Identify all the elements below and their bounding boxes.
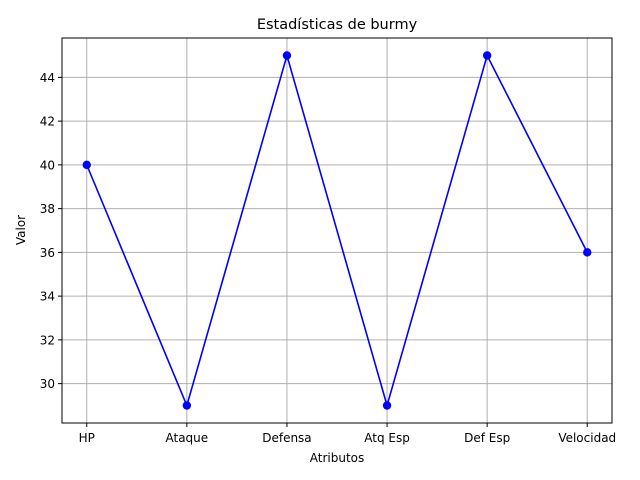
x-tick-label: Ataque (166, 431, 209, 445)
y-tick-label: 34 (40, 290, 55, 304)
x-tick-label: Defensa (262, 431, 311, 445)
data-point-defensa (282, 51, 292, 60)
chart-title: Estadísticas de burmy (257, 17, 418, 33)
data-point-ataque (182, 401, 192, 410)
y-axis-label: Valor (14, 215, 28, 245)
y-tick-label: 30 (40, 377, 55, 391)
data-series (82, 51, 592, 410)
y-tick-label: 36 (40, 246, 55, 260)
x-axis-label: Atributos (310, 451, 365, 465)
series-line (86, 52, 588, 409)
x-tick-label: Atq Esp (364, 431, 410, 445)
plot-area-frame (61, 37, 613, 424)
x-tick-label: Def Esp (464, 431, 510, 445)
data-point-def-esp (482, 51, 492, 60)
y-tick-label: 38 (40, 202, 55, 216)
y-tick-label: 40 (40, 158, 55, 172)
y-tick-label: 32 (40, 333, 55, 347)
y-tick-label: 44 (40, 71, 55, 85)
x-tick-label: Velocidad (558, 431, 616, 445)
data-point-hp (82, 160, 91, 170)
axis-ticks: HP Ataque Defensa Atq Esp Def Esp Velocidad 30… (40, 71, 616, 445)
y-tick-label: 42 (40, 115, 55, 129)
x-tick-label: HP (79, 431, 95, 445)
data-point-velocidad (583, 248, 592, 257)
data-point-atq-esp (382, 401, 392, 410)
